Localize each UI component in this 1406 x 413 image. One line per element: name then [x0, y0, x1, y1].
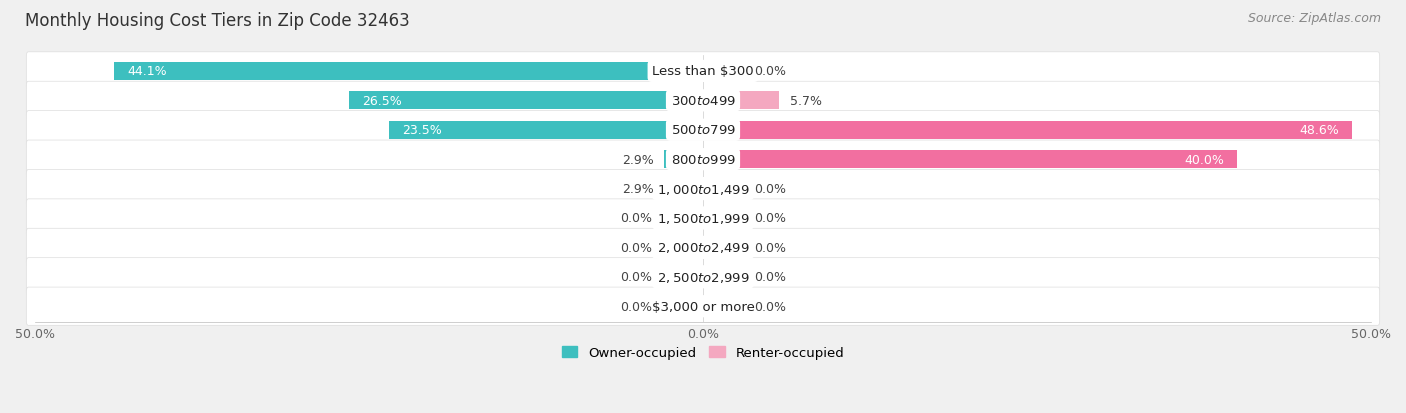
FancyBboxPatch shape [27, 82, 1379, 120]
Text: $1,500 to $1,999: $1,500 to $1,999 [657, 211, 749, 225]
Text: 0.0%: 0.0% [754, 241, 786, 254]
Text: 2.9%: 2.9% [621, 183, 654, 196]
Text: $800 to $999: $800 to $999 [671, 153, 735, 166]
Text: $500 to $799: $500 to $799 [671, 124, 735, 137]
Text: 0.0%: 0.0% [754, 212, 786, 225]
Bar [703, 121, 1353, 140]
FancyBboxPatch shape [27, 258, 1379, 296]
Bar [662, 297, 703, 316]
Text: 48.6%: 48.6% [1299, 124, 1339, 137]
Bar [389, 121, 703, 140]
Text: 0.0%: 0.0% [620, 271, 652, 284]
Text: Monthly Housing Cost Tiers in Zip Code 32463: Monthly Housing Cost Tiers in Zip Code 3… [25, 12, 411, 30]
Bar [662, 239, 703, 257]
Text: $1,000 to $1,499: $1,000 to $1,499 [657, 182, 749, 196]
Bar [349, 92, 703, 110]
FancyBboxPatch shape [27, 170, 1379, 208]
Text: $2,000 to $2,499: $2,000 to $2,499 [657, 241, 749, 255]
Text: 44.1%: 44.1% [127, 65, 167, 78]
Bar [703, 180, 744, 198]
Text: Source: ZipAtlas.com: Source: ZipAtlas.com [1247, 12, 1381, 25]
Text: Less than $300: Less than $300 [652, 65, 754, 78]
Text: 23.5%: 23.5% [402, 124, 441, 137]
Bar [662, 268, 703, 286]
Bar [662, 209, 703, 228]
Text: 0.0%: 0.0% [754, 300, 786, 313]
Text: $3,000 or more: $3,000 or more [651, 300, 755, 313]
FancyBboxPatch shape [27, 112, 1379, 150]
Text: 0.0%: 0.0% [754, 271, 786, 284]
Bar [703, 92, 779, 110]
FancyBboxPatch shape [27, 53, 1379, 91]
Bar [703, 268, 744, 286]
Text: 40.0%: 40.0% [1184, 153, 1225, 166]
Bar [114, 63, 703, 81]
Text: 0.0%: 0.0% [620, 212, 652, 225]
Text: 0.0%: 0.0% [620, 300, 652, 313]
Bar [703, 239, 744, 257]
FancyBboxPatch shape [27, 199, 1379, 237]
FancyBboxPatch shape [27, 229, 1379, 267]
Text: $300 to $499: $300 to $499 [671, 95, 735, 107]
Bar [664, 180, 703, 198]
Text: 0.0%: 0.0% [754, 183, 786, 196]
Legend: Owner-occupied, Renter-occupied: Owner-occupied, Renter-occupied [557, 341, 849, 364]
Bar [703, 209, 744, 228]
FancyBboxPatch shape [27, 141, 1379, 179]
Text: 5.7%: 5.7% [790, 95, 823, 107]
Bar [703, 63, 744, 81]
Bar [703, 151, 1237, 169]
Text: 0.0%: 0.0% [620, 241, 652, 254]
Text: 2.9%: 2.9% [621, 153, 654, 166]
Text: 0.0%: 0.0% [754, 65, 786, 78]
Text: $2,500 to $2,999: $2,500 to $2,999 [657, 270, 749, 284]
Bar [664, 151, 703, 169]
FancyBboxPatch shape [27, 287, 1379, 325]
Bar [703, 297, 744, 316]
Text: 26.5%: 26.5% [363, 95, 402, 107]
